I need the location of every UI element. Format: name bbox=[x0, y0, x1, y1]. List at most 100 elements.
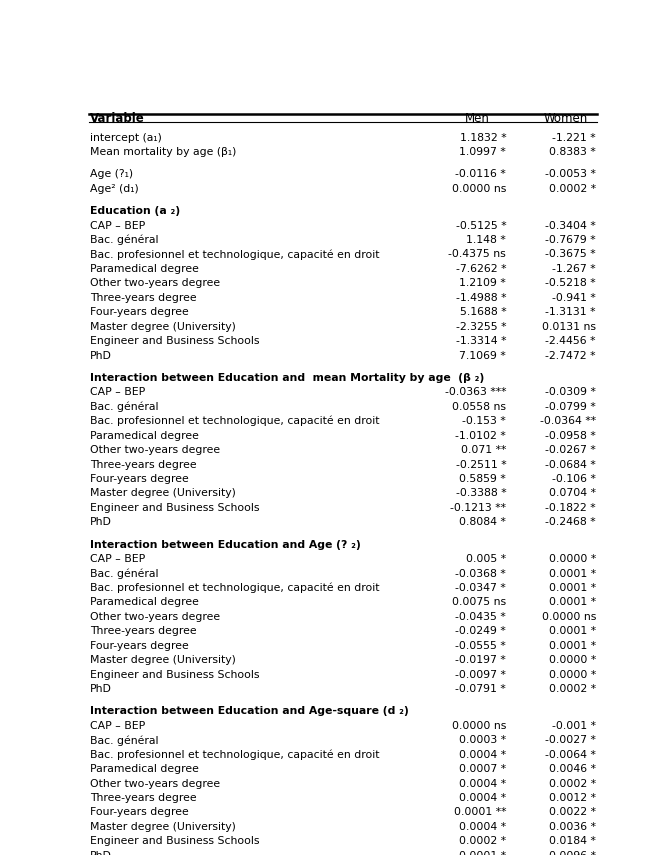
Text: 0.0000 ns: 0.0000 ns bbox=[452, 721, 506, 731]
Text: -0.001 *: -0.001 * bbox=[552, 721, 596, 731]
Text: CAP – BEP: CAP – BEP bbox=[90, 554, 145, 564]
Text: -0.0116 *: -0.0116 * bbox=[456, 169, 506, 180]
Text: 0.0000 *: 0.0000 * bbox=[549, 655, 596, 665]
Text: PhD: PhD bbox=[90, 851, 112, 855]
Text: -1.4988 *: -1.4988 * bbox=[456, 292, 506, 303]
Text: -1.267 *: -1.267 * bbox=[552, 264, 596, 274]
Text: 7.1069 *: 7.1069 * bbox=[460, 351, 506, 361]
Text: Master degree (University): Master degree (University) bbox=[90, 488, 235, 498]
Text: Other two-years degree: Other two-years degree bbox=[90, 445, 220, 455]
Text: -1.3314 *: -1.3314 * bbox=[456, 336, 506, 346]
Text: -0.0097 *: -0.0097 * bbox=[456, 669, 506, 680]
Text: Four-years degree: Four-years degree bbox=[90, 640, 189, 651]
Text: 0.0096 *: 0.0096 * bbox=[549, 851, 596, 855]
Text: Bac. général: Bac. général bbox=[90, 735, 159, 746]
Text: 0.8084 *: 0.8084 * bbox=[460, 517, 506, 528]
Text: Interaction between Education and Age (? ₂): Interaction between Education and Age (?… bbox=[90, 540, 361, 550]
Text: Interaction between Education and Age-square (d ₂): Interaction between Education and Age-sq… bbox=[90, 706, 409, 716]
Text: CAP – BEP: CAP – BEP bbox=[90, 721, 145, 731]
Text: 0.0001 *: 0.0001 * bbox=[459, 851, 506, 855]
Text: -2.4456 *: -2.4456 * bbox=[545, 336, 596, 346]
Text: 0.0558 ns: 0.0558 ns bbox=[452, 402, 506, 412]
Text: 5.1688 *: 5.1688 * bbox=[460, 307, 506, 317]
Text: -1.221 *: -1.221 * bbox=[552, 133, 596, 143]
Text: 0.0003 *: 0.0003 * bbox=[459, 735, 506, 746]
Text: 0.0001 *: 0.0001 * bbox=[549, 583, 596, 593]
Text: 0.0002 *: 0.0002 * bbox=[459, 836, 506, 846]
Text: Bac. profesionnel et technologique, capacité en droit: Bac. profesionnel et technologique, capa… bbox=[90, 416, 379, 427]
Text: -0.7679 *: -0.7679 * bbox=[545, 235, 596, 245]
Text: -0.0363 ***: -0.0363 *** bbox=[445, 387, 506, 398]
Text: Age (?₁): Age (?₁) bbox=[90, 169, 133, 180]
Text: 0.0000 ns: 0.0000 ns bbox=[541, 612, 596, 622]
Text: Four-years degree: Four-years degree bbox=[90, 807, 189, 817]
Text: PhD: PhD bbox=[90, 517, 112, 528]
Text: 0.0001 *: 0.0001 * bbox=[549, 569, 596, 579]
Text: PhD: PhD bbox=[90, 684, 112, 694]
Text: 0.0046 *: 0.0046 * bbox=[549, 764, 596, 774]
Text: 0.0000 *: 0.0000 * bbox=[549, 554, 596, 564]
Text: -0.0027 *: -0.0027 * bbox=[545, 735, 596, 746]
Text: Paramedical degree: Paramedical degree bbox=[90, 264, 199, 274]
Text: -0.1213 **: -0.1213 ** bbox=[450, 503, 506, 513]
Text: -0.5218 *: -0.5218 * bbox=[545, 279, 596, 288]
Text: CAP – BEP: CAP – BEP bbox=[90, 221, 145, 231]
Text: 0.0002 *: 0.0002 * bbox=[549, 779, 596, 788]
Text: -1.3131 *: -1.3131 * bbox=[545, 307, 596, 317]
Text: 0.0704 *: 0.0704 * bbox=[549, 488, 596, 498]
Text: -0.0309 *: -0.0309 * bbox=[545, 387, 596, 398]
Text: 1.1832 *: 1.1832 * bbox=[460, 133, 506, 143]
Text: -0.4375 ns: -0.4375 ns bbox=[448, 250, 506, 259]
Text: Bac. général: Bac. général bbox=[90, 402, 159, 412]
Text: 0.0001 *: 0.0001 * bbox=[549, 640, 596, 651]
Text: Engineer and Business Schools: Engineer and Business Schools bbox=[90, 336, 260, 346]
Text: 0.0001 *: 0.0001 * bbox=[549, 626, 596, 636]
Text: 0.0002 *: 0.0002 * bbox=[549, 184, 596, 194]
Text: 0.5859 *: 0.5859 * bbox=[460, 474, 506, 484]
Text: 0.8383 *: 0.8383 * bbox=[549, 147, 596, 157]
Text: Four-years degree: Four-years degree bbox=[90, 307, 189, 317]
Text: -0.0064 *: -0.0064 * bbox=[545, 750, 596, 760]
Text: -0.3388 *: -0.3388 * bbox=[456, 488, 506, 498]
Text: Three-years degree: Three-years degree bbox=[90, 626, 197, 636]
Text: -0.0684 *: -0.0684 * bbox=[545, 459, 596, 469]
Text: -0.5125 *: -0.5125 * bbox=[456, 221, 506, 231]
Text: PhD: PhD bbox=[90, 351, 112, 361]
Text: -0.0347 *: -0.0347 * bbox=[456, 583, 506, 593]
Text: -0.106 *: -0.106 * bbox=[552, 474, 596, 484]
Text: 0.0007 *: 0.0007 * bbox=[459, 764, 506, 774]
Text: -2.3255 *: -2.3255 * bbox=[456, 321, 506, 332]
Text: Bac. profesionnel et technologique, capacité en droit: Bac. profesionnel et technologique, capa… bbox=[90, 750, 379, 760]
Text: Four-years degree: Four-years degree bbox=[90, 474, 189, 484]
Text: 0.0004 *: 0.0004 * bbox=[459, 779, 506, 788]
Text: Mean mortality by age (β₁): Mean mortality by age (β₁) bbox=[90, 147, 236, 157]
Text: Engineer and Business Schools: Engineer and Business Schools bbox=[90, 836, 260, 846]
Text: Master degree (University): Master degree (University) bbox=[90, 655, 235, 665]
Text: -0.0267 *: -0.0267 * bbox=[545, 445, 596, 455]
Text: Variable: Variable bbox=[90, 111, 145, 125]
Text: -0.1822 *: -0.1822 * bbox=[545, 503, 596, 513]
Text: -1.0102 *: -1.0102 * bbox=[456, 431, 506, 440]
Text: 0.0001 *: 0.0001 * bbox=[549, 598, 596, 607]
Text: 0.0022 *: 0.0022 * bbox=[549, 807, 596, 817]
Text: Paramedical degree: Paramedical degree bbox=[90, 598, 199, 607]
Text: -0.2468 *: -0.2468 * bbox=[545, 517, 596, 528]
Text: 0.0002 *: 0.0002 * bbox=[549, 684, 596, 694]
Text: 1.148 *: 1.148 * bbox=[466, 235, 506, 245]
Text: Master degree (University): Master degree (University) bbox=[90, 321, 235, 332]
Text: -0.941 *: -0.941 * bbox=[552, 292, 596, 303]
Text: intercept (a₁): intercept (a₁) bbox=[90, 133, 162, 143]
Text: Bac. profesionnel et technologique, capacité en droit: Bac. profesionnel et technologique, capa… bbox=[90, 583, 379, 593]
Text: 0.005 *: 0.005 * bbox=[466, 554, 506, 564]
Text: -0.0435 *: -0.0435 * bbox=[456, 612, 506, 622]
Text: Bac. général: Bac. général bbox=[90, 569, 159, 579]
Text: Three-years degree: Three-years degree bbox=[90, 292, 197, 303]
Text: -0.3675 *: -0.3675 * bbox=[545, 250, 596, 259]
Text: 0.0131 ns: 0.0131 ns bbox=[542, 321, 596, 332]
Text: -0.0368 *: -0.0368 * bbox=[456, 569, 506, 579]
Text: Men: Men bbox=[465, 111, 490, 125]
Text: -0.0791 *: -0.0791 * bbox=[456, 684, 506, 694]
Text: Paramedical degree: Paramedical degree bbox=[90, 431, 199, 440]
Text: 1.2109 *: 1.2109 * bbox=[460, 279, 506, 288]
Text: 0.0184 *: 0.0184 * bbox=[549, 836, 596, 846]
